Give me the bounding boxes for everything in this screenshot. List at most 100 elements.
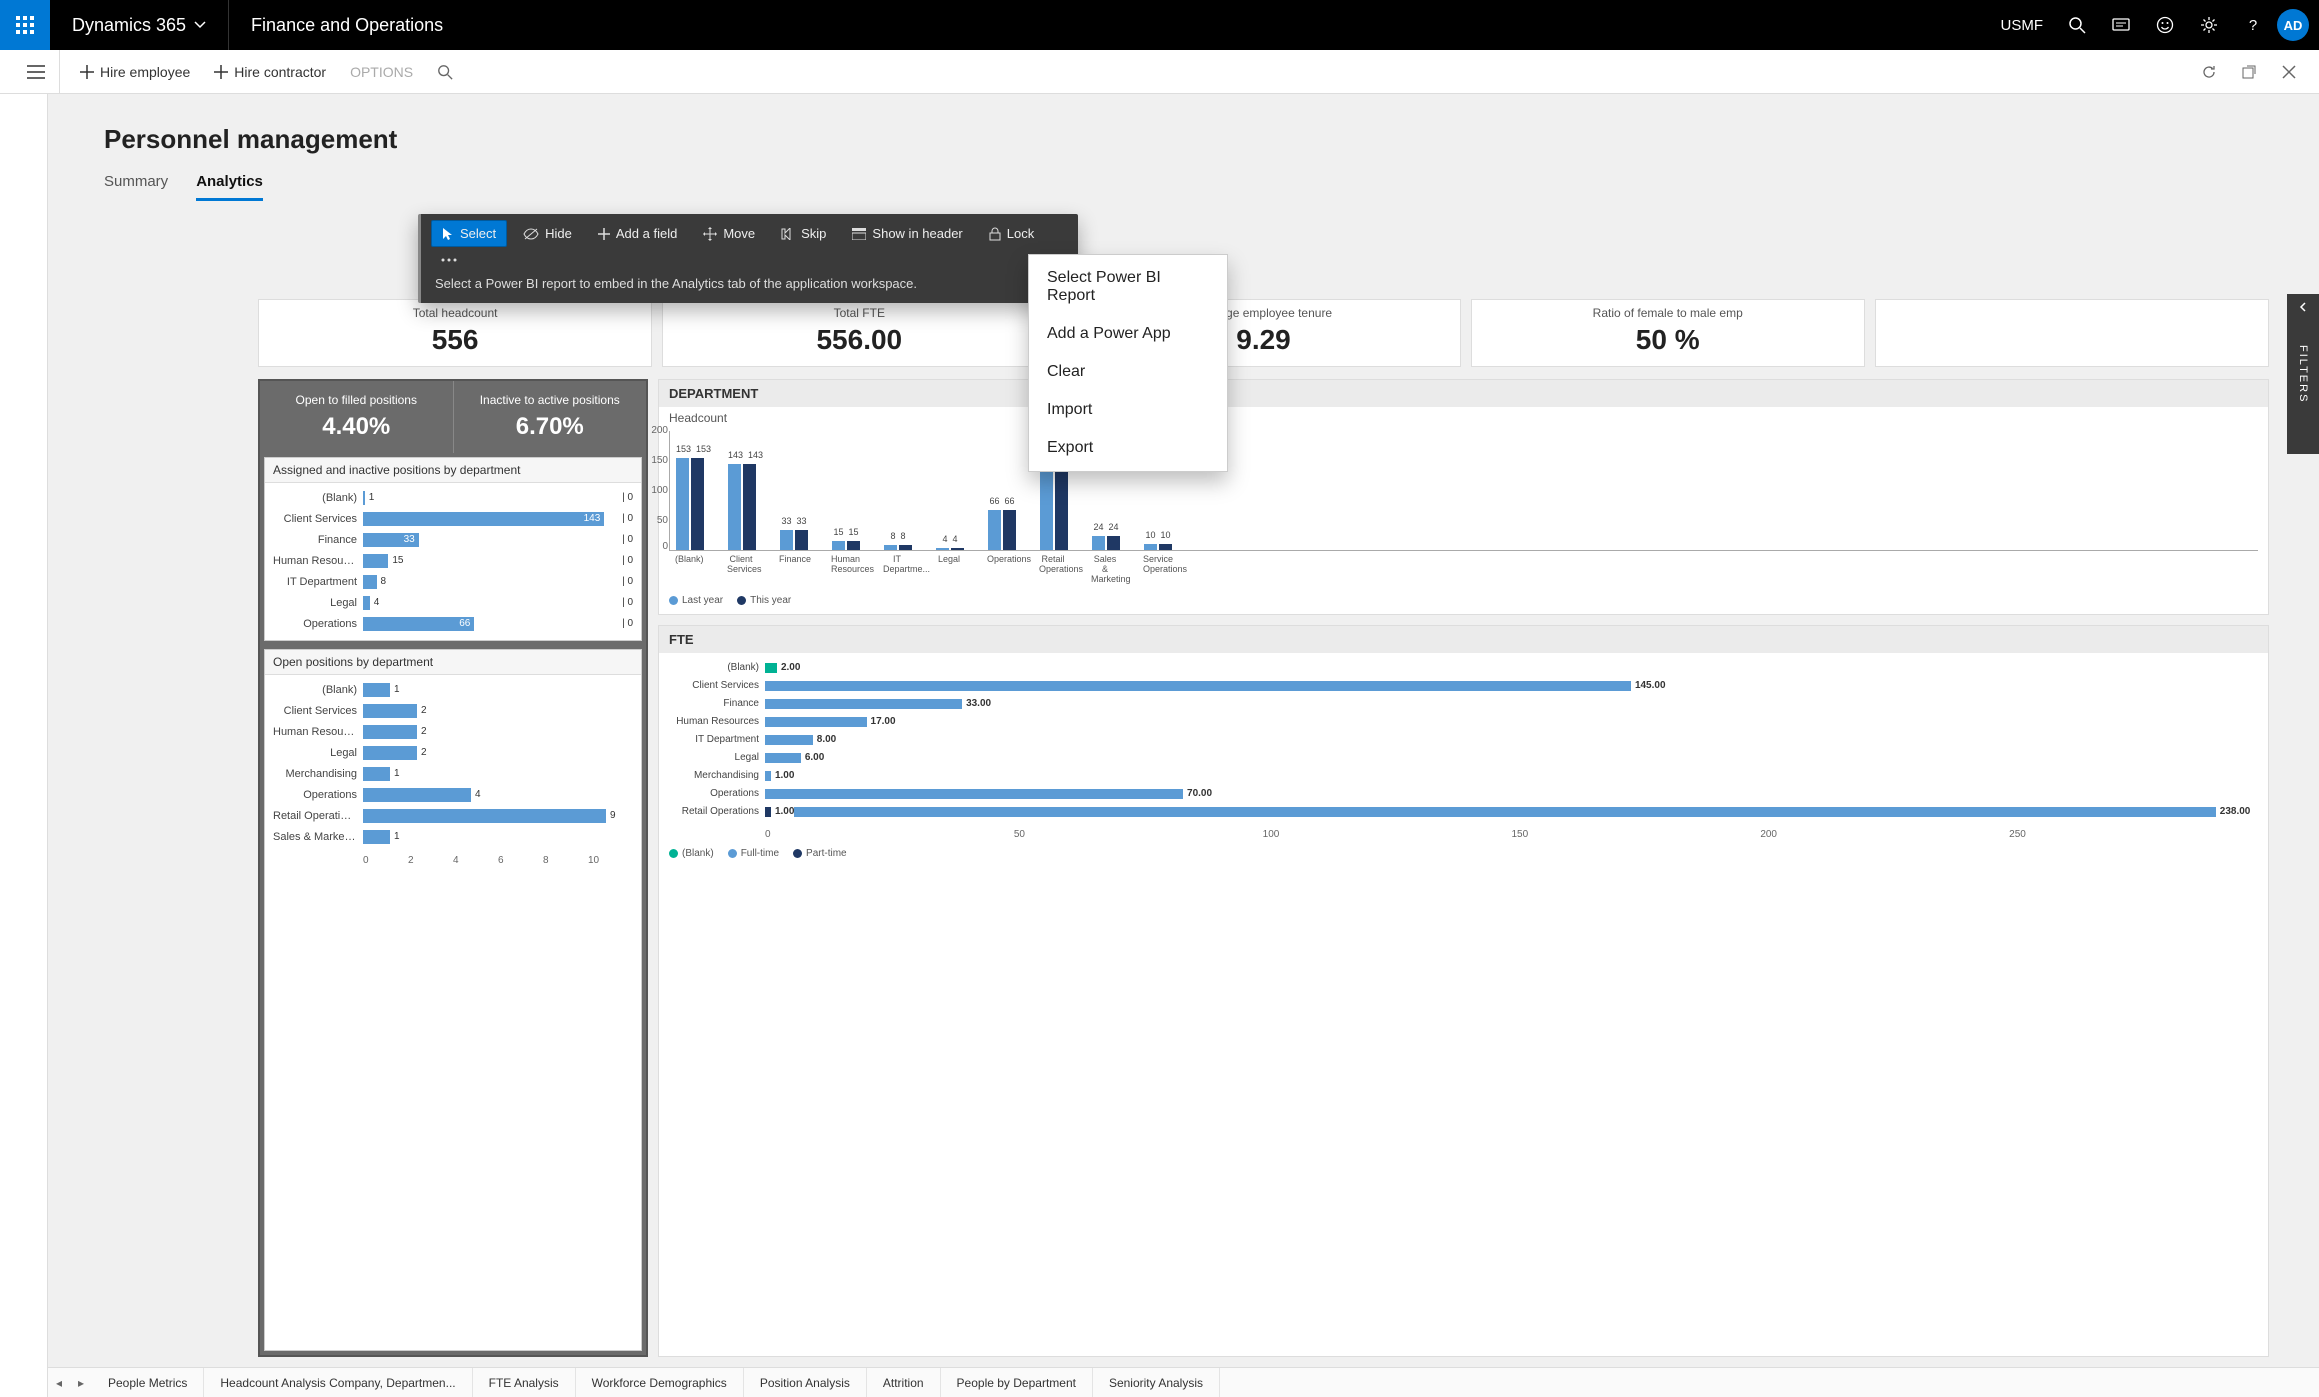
lock-icon (989, 227, 1001, 241)
message-icon (2112, 16, 2130, 34)
kpi-tile[interactable]: Total headcount 556 (258, 299, 652, 367)
hire-employee-button[interactable]: Hire employee (68, 64, 202, 80)
module-label: Finance and Operations (229, 15, 465, 36)
hamburger-icon (27, 65, 45, 79)
perso-add-field-button[interactable]: Add a field (588, 221, 687, 246)
report-tab[interactable]: Position Analysis (744, 1368, 867, 1397)
card-header: DEPARTMENT (659, 380, 2268, 407)
bar-group: 15 15 (832, 541, 860, 550)
report-tab[interactable]: FTE Analysis (473, 1368, 576, 1397)
chart-row: Human Resources2 (273, 721, 633, 742)
context-menu: Select Power BI Report Add a Power App C… (1028, 254, 1228, 472)
chart-row: Human Resources17.00 (669, 713, 2258, 731)
report-tab[interactable]: Attrition (867, 1368, 941, 1397)
perso-move-button[interactable]: Move (693, 221, 765, 246)
chart-row: (Blank)1| 0 (273, 487, 633, 508)
chart-row: Human Resources15| 0 (273, 550, 633, 571)
menu-clear[interactable]: Clear (1029, 353, 1227, 391)
filters-pane-toggle[interactable]: FILTERS (2287, 294, 2319, 454)
kpi-label: Total headcount (263, 306, 647, 320)
chart-row: Legal2 (273, 742, 633, 763)
chart-row: (Blank)1 (273, 679, 633, 700)
help-button[interactable]: ? (2233, 5, 2273, 45)
refresh-icon (2201, 64, 2217, 80)
chart-row: Finance33| 0 (273, 529, 633, 550)
bar-group: 66 66 (988, 510, 1016, 550)
tab-summary[interactable]: Summary (104, 173, 168, 201)
company-label[interactable]: USMF (1991, 17, 2054, 34)
report-tab[interactable]: People Metrics (92, 1368, 204, 1397)
brand-dropdown[interactable]: Dynamics 365 (50, 15, 228, 36)
svg-text:?: ? (2249, 17, 2257, 34)
chart-row: Retail Operations1.00238.00 (669, 803, 2258, 821)
chart-row: Operations70.00 (669, 785, 2258, 803)
refresh-button[interactable] (2191, 64, 2227, 80)
skip-icon (781, 228, 795, 240)
fte-card: FTE (Blank)2.00Client Services145.00Fina… (658, 625, 2269, 1357)
chart-title: Assigned and inactive positions by depar… (265, 458, 641, 483)
kpi-label: Ratio of female to male emp (1476, 306, 1860, 320)
perso-hide-button[interactable]: Hide (513, 221, 582, 246)
perso-select-button[interactable]: Select (431, 220, 507, 247)
waffle-icon (16, 16, 34, 34)
page-search-button[interactable] (425, 64, 465, 80)
close-icon (2282, 65, 2296, 79)
help-icon: ? (2244, 16, 2262, 34)
popout-button[interactable] (2231, 64, 2267, 80)
left-rail (0, 94, 48, 1397)
action-bar: Hire employee Hire contractor OPTIONS (0, 50, 2319, 94)
search-icon (437, 64, 453, 80)
options-button[interactable]: OPTIONS (338, 64, 425, 80)
popout-icon (2242, 65, 2256, 79)
kpi-label: Total FTE (667, 306, 1051, 320)
app-launcher-button[interactable] (0, 0, 50, 50)
plus-icon (80, 65, 94, 79)
open-positions-chart: Open positions by department (Blank)1Cli… (264, 649, 642, 1351)
menu-export[interactable]: Export (1029, 429, 1227, 467)
hire-contractor-button[interactable]: Hire contractor (202, 64, 338, 80)
ratio-tile: Open to filled positions4.40% (260, 381, 453, 453)
tab-analytics[interactable]: Analytics (196, 173, 263, 201)
report-tab[interactable]: Seniority Analysis (1093, 1368, 1220, 1397)
page-body: Personnel management Summary Analytics S… (48, 94, 2319, 1367)
settings-button[interactable] (2189, 5, 2229, 45)
feedback-button[interactable] (2145, 5, 2185, 45)
menu-select-powerbi[interactable]: Select Power BI Report (1029, 259, 1227, 315)
kpi-tile[interactable]: Ratio of female to male emp50 % (1471, 299, 1865, 367)
tab-nav-next[interactable]: ▸ (70, 1376, 92, 1390)
chart-row: IT Department8| 0 (273, 571, 633, 592)
chart-row: Client Services2 (273, 700, 633, 721)
perso-show-header-button[interactable]: Show in header (842, 221, 972, 246)
perso-message: Select a Power BI report to embed in the… (431, 267, 1068, 297)
perso-lock-button[interactable]: Lock (979, 221, 1044, 246)
search-icon (2068, 16, 2086, 34)
messages-button[interactable] (2101, 5, 2141, 45)
kpi-value: 556 (263, 324, 647, 356)
perso-skip-button[interactable]: Skip (771, 221, 836, 246)
department-card: DEPARTMENT Headcount 200150100500153 153… (658, 379, 2269, 615)
menu-add-powerapp[interactable]: Add a Power App (1029, 315, 1227, 353)
report-tab[interactable]: People by Department (941, 1368, 1093, 1397)
page-title: Personnel management (104, 124, 2263, 155)
user-avatar[interactable]: AD (2277, 9, 2309, 41)
chart-row: Merchandising1 (273, 763, 633, 784)
search-button[interactable] (2057, 5, 2097, 45)
chart-row: Legal6.00 (669, 749, 2258, 767)
perso-more-button[interactable] (431, 253, 467, 267)
chart-row: Finance33.00 (669, 695, 2258, 713)
report-tab[interactable]: Headcount Analysis Company, Departmen... (204, 1368, 472, 1397)
kpi-tile[interactable] (1875, 299, 2269, 367)
nav-pane-toggle[interactable] (12, 50, 60, 93)
plus-icon (598, 228, 610, 240)
smiley-icon (2156, 16, 2174, 34)
kpi-tile[interactable]: Total FTE556.00 (662, 299, 1056, 367)
tab-nav-prev[interactable]: ◂ (48, 1376, 70, 1390)
chevron-down-icon (194, 19, 206, 31)
chart-row: Retail Operations9 (273, 805, 633, 826)
bar-group: 10 10 (1144, 544, 1172, 550)
plus-icon (214, 65, 228, 79)
bar-group: 153 153 (676, 458, 704, 550)
report-tab[interactable]: Workforce Demographics (576, 1368, 744, 1397)
menu-import[interactable]: Import (1029, 391, 1227, 429)
close-button[interactable] (2271, 64, 2307, 80)
